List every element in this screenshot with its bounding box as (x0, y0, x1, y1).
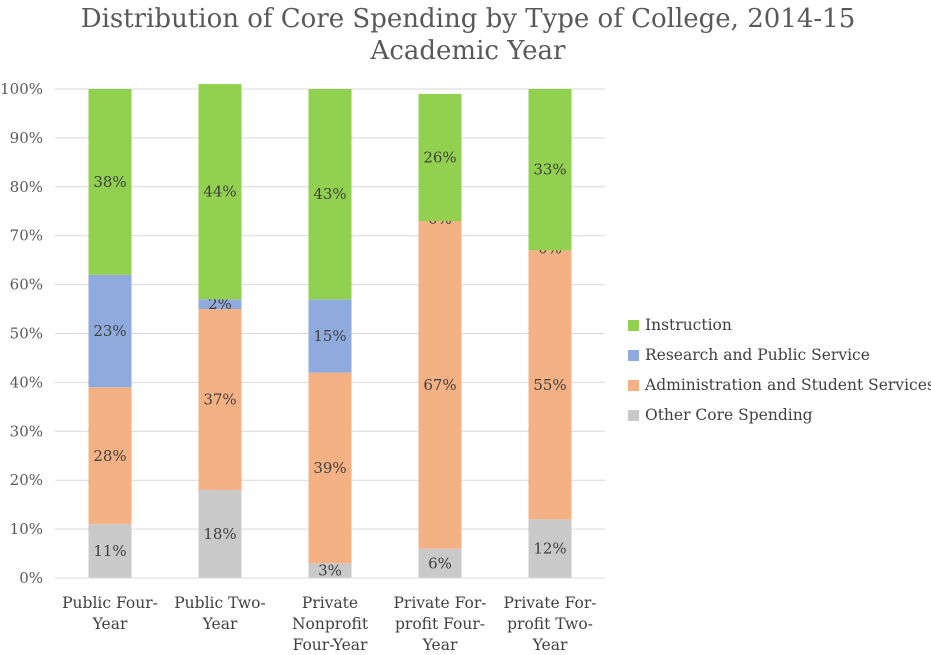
bar-segment (308, 89, 352, 300)
bar-segment (308, 299, 352, 373)
data-label: 15% (313, 327, 346, 345)
data-label: 33% (533, 161, 566, 179)
legend-swatch (628, 349, 639, 361)
legend: Instruction Research and Public Service Ad… (628, 310, 931, 430)
bar-segment (418, 221, 462, 549)
data-label: 11% (93, 542, 126, 560)
x-tick-label: Public Two- (174, 594, 265, 612)
data-label: 18% (203, 525, 236, 543)
data-label: 39% (313, 459, 346, 477)
y-tick-label: 100% (0, 80, 43, 98)
y-tick-label: 50% (10, 325, 43, 343)
y-tick-label: 30% (10, 422, 43, 440)
bar-segment (88, 387, 132, 525)
legend-swatch (628, 379, 639, 391)
legend-item: Other Core Spending (628, 400, 931, 430)
x-tick-label: Private (302, 594, 358, 612)
legend-label: Research and Public Service (645, 346, 870, 364)
data-label: 3% (318, 562, 342, 580)
y-tick-label: 40% (10, 373, 43, 391)
bar-segment (528, 89, 572, 251)
data-label: 26% (423, 148, 456, 166)
bar-segment (88, 524, 132, 578)
y-tick-label: 10% (10, 520, 43, 538)
bar-segment (418, 548, 462, 578)
data-label: 6% (428, 554, 452, 572)
data-label: 28% (93, 447, 126, 465)
x-tick-label: Public Four- (62, 594, 158, 612)
x-tick-label: Private For- (503, 594, 596, 612)
x-tick-label: Nonprofit (292, 615, 369, 633)
data-label: 43% (313, 185, 346, 203)
legend-swatch (628, 409, 639, 421)
y-tick-label: 60% (10, 276, 43, 294)
x-tick-label: Four-Year (293, 636, 368, 654)
data-label: 67% (423, 376, 456, 394)
legend-item: Instruction (628, 310, 931, 340)
x-tick-label: Year (92, 615, 128, 633)
bar-segment (308, 563, 352, 578)
y-tick-label: 80% (10, 178, 43, 196)
bar-segment (418, 93, 462, 222)
x-tick-label: Year (422, 636, 458, 654)
bar-segment (528, 519, 572, 578)
x-tick-label: Year (202, 615, 238, 633)
data-label: 44% (203, 183, 236, 201)
chart-title-line-1: Distribution of Core Spending by Type of… (80, 4, 856, 34)
data-label: 38% (93, 173, 126, 191)
legend-label: Instruction (645, 316, 732, 334)
bar-segment (198, 299, 242, 310)
data-label: 12% (533, 540, 566, 558)
x-tick-label: Year (532, 636, 568, 654)
data-label: 2% (208, 295, 232, 313)
bar-segment (308, 372, 352, 564)
bar-segment (88, 274, 132, 388)
y-tick-label: 90% (10, 129, 43, 147)
x-tick-label: Private For- (393, 594, 486, 612)
y-tick-label: 20% (10, 471, 43, 489)
x-tick-label: profit Two- (507, 615, 593, 633)
bar-segment (88, 89, 132, 275)
y-tick-label: 0% (19, 569, 43, 587)
bar-segment (198, 309, 242, 490)
legend-label: Other Core Spending (645, 406, 813, 424)
legend-label: Administration and Student Services (645, 376, 931, 394)
legend-item: Research and Public Service (628, 340, 931, 370)
chart-title-line-2: Academic Year (370, 36, 566, 66)
y-tick-label: 70% (10, 227, 43, 245)
bar-segment (528, 250, 572, 520)
data-label: 23% (93, 322, 126, 340)
data-label: 55% (533, 376, 566, 394)
bar-segment (198, 489, 242, 578)
x-tick-label: profit Four- (395, 615, 485, 633)
legend-item: Administration and Student Services (628, 370, 931, 400)
bar-segment (198, 84, 242, 300)
data-label: 37% (203, 391, 236, 409)
legend-swatch (628, 319, 639, 331)
